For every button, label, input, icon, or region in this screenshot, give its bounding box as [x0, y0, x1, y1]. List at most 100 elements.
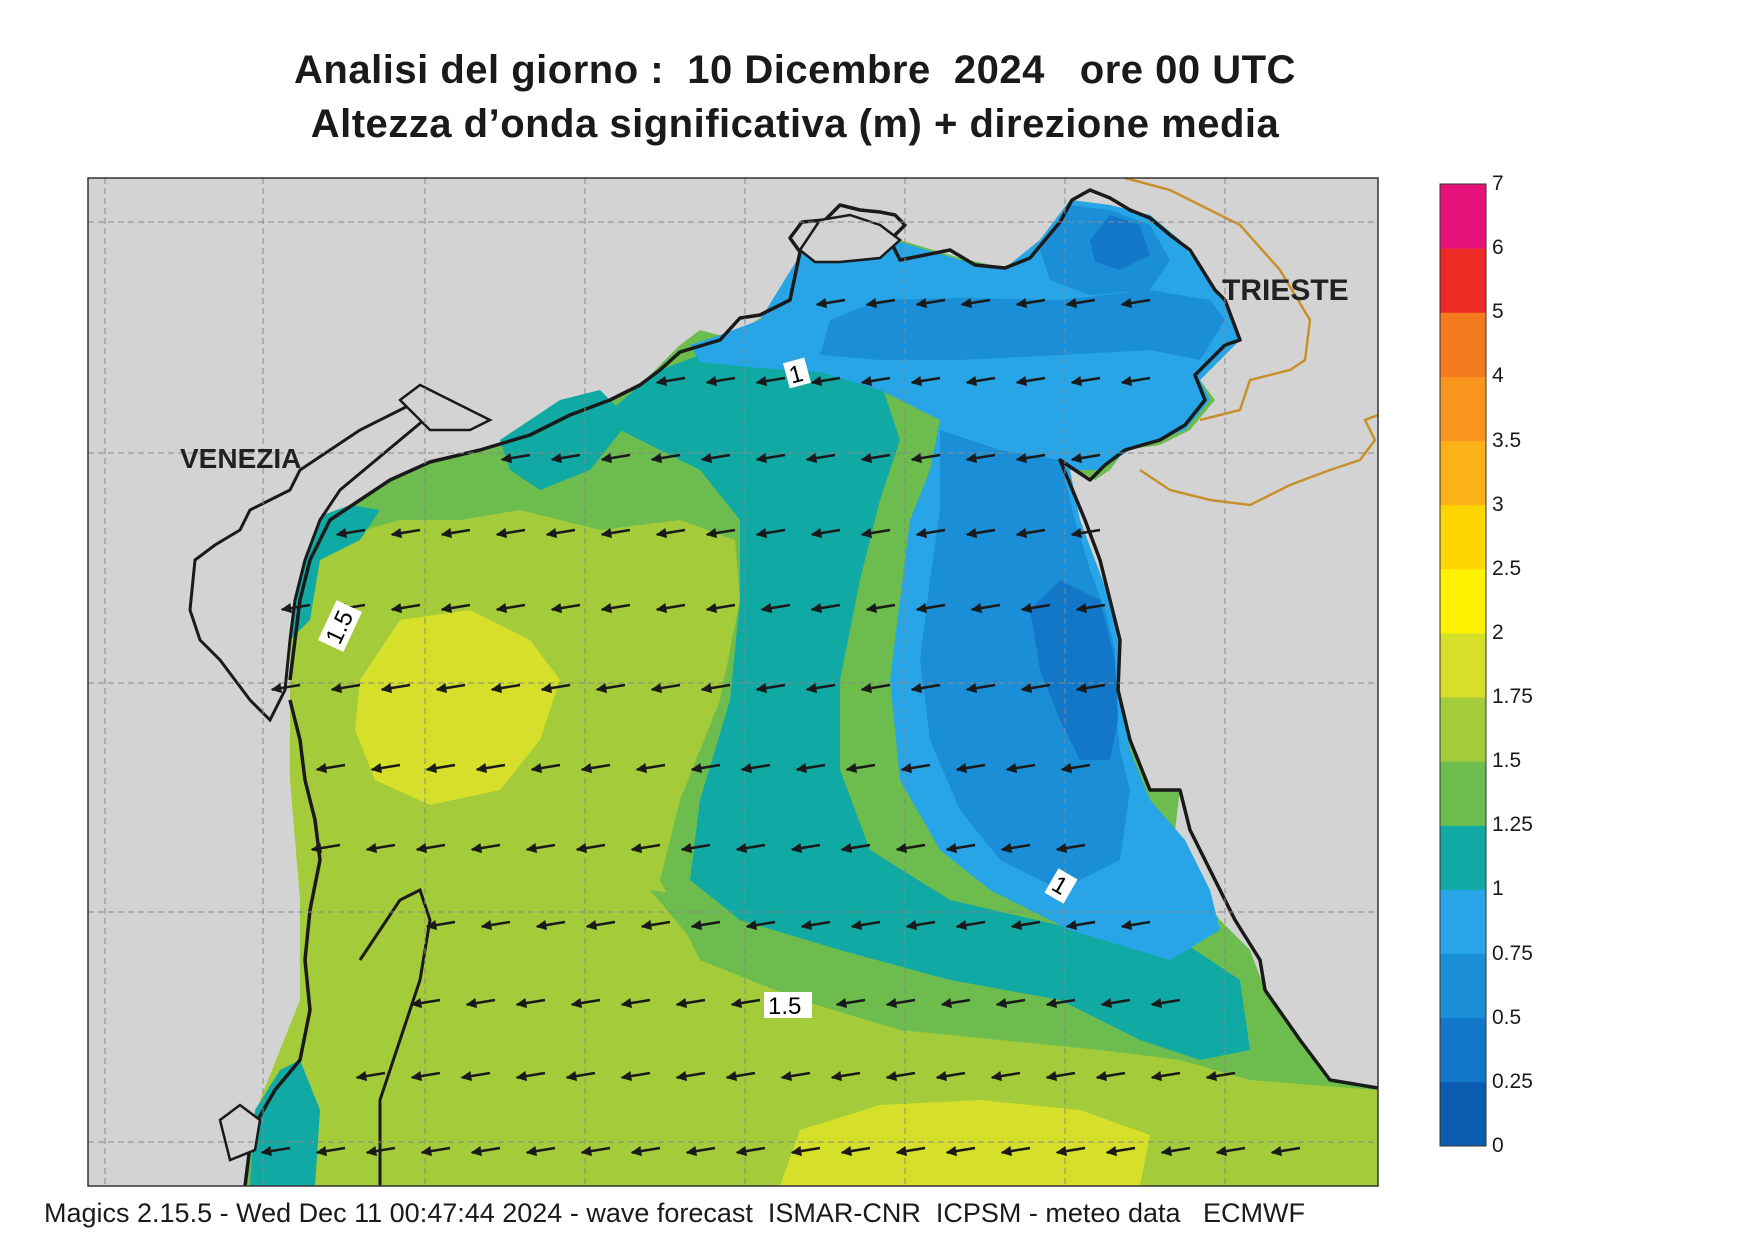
- colorbar-segment: [1440, 248, 1486, 313]
- wave-arrow-head: [680, 843, 693, 854]
- wave-arrow-head: [970, 603, 983, 614]
- wave-arrow-head: [885, 998, 898, 1009]
- wave-arrow-head: [1020, 603, 1033, 614]
- wave-arrow-head: [735, 843, 748, 854]
- wave-arrow-head: [965, 528, 978, 539]
- wave-arrow-head: [600, 603, 613, 614]
- wave-arrow-head: [790, 843, 803, 854]
- wave-arrow-head: [365, 1146, 378, 1157]
- wave-arrow-head: [550, 453, 563, 464]
- wave-arrow-head: [835, 998, 848, 1009]
- colorbar-tick-label: 1.5: [1492, 749, 1522, 773]
- colorbar-segment: [1440, 825, 1486, 890]
- colorbar-tick-label: 0.75: [1492, 941, 1533, 965]
- wave-arrow-head: [280, 603, 293, 614]
- wave-arrow-head: [1000, 843, 1013, 854]
- wave-arrow-head: [270, 683, 283, 694]
- wave-arrow-head: [655, 603, 668, 614]
- wave-arrow-head: [575, 843, 588, 854]
- wave-arrow-head: [810, 603, 823, 614]
- wave-arrow-head: [690, 763, 703, 774]
- wave-arrow-head: [620, 1071, 633, 1082]
- wave-arrow-head: [480, 920, 493, 931]
- wave-arrow-head: [535, 920, 548, 931]
- wave-arrow-head: [470, 1146, 483, 1157]
- wave-arrow-head: [410, 998, 423, 1009]
- wave-arrow-head: [580, 763, 593, 774]
- wave-arrow-head: [675, 1071, 688, 1082]
- wave-arrow-head: [620, 998, 633, 1009]
- map-frame: [87, 177, 1379, 1187]
- wave-arrow-head: [810, 528, 823, 539]
- colorbar-segment: [1440, 697, 1486, 762]
- wave-arrow-head: [990, 1071, 1003, 1082]
- wave-arrow-head: [1010, 920, 1023, 931]
- wave-arrow-head: [1055, 843, 1068, 854]
- wave-arrow-head: [1215, 1146, 1228, 1157]
- wave-arrow-head: [355, 1071, 368, 1082]
- wave-arrow-head: [840, 843, 853, 854]
- wave-arrow-head: [690, 920, 703, 931]
- wave-arrow-head: [425, 763, 438, 774]
- wave-arrow-head: [865, 603, 878, 614]
- wave-arrow-head: [845, 763, 858, 774]
- wave-arrow-head: [1070, 376, 1083, 387]
- wave-arrow-head: [1270, 1146, 1283, 1157]
- colorbar-segment: [1440, 440, 1486, 506]
- wave-arrow-head: [1150, 1071, 1163, 1082]
- colorbar-segment: [1440, 568, 1486, 634]
- wave-arrow-head: [760, 603, 773, 614]
- wave-arrow-head: [725, 1071, 738, 1082]
- colorbar-segment: [1440, 1017, 1486, 1083]
- wave-arrow-head: [500, 453, 513, 464]
- wave-arrow-head: [310, 843, 323, 854]
- colorbar-segment: [1440, 953, 1486, 1019]
- wave-arrow-head: [650, 453, 663, 464]
- wave-arrow-head: [1000, 1146, 1013, 1157]
- wave-arrow-head: [1075, 603, 1088, 614]
- colorbar-tick-label: 7: [1492, 172, 1504, 195]
- colorbar: [1439, 183, 1487, 1147]
- wave-arrow-head: [940, 998, 953, 1009]
- wave-arrow-head: [700, 453, 713, 464]
- wave-arrow-head: [1105, 1146, 1118, 1157]
- wave-arrow-head: [960, 298, 973, 309]
- wave-arrow-head: [675, 998, 688, 1009]
- wave-arrow-head: [260, 1146, 273, 1157]
- wave-arrow-head: [600, 453, 613, 464]
- colorbar-segment: [1440, 1081, 1486, 1147]
- colorbar-segment: [1440, 376, 1486, 442]
- colorbar-tick-label: 4: [1492, 364, 1504, 388]
- wave-arrow-head: [565, 1071, 578, 1082]
- wave-arrow-head: [1065, 298, 1078, 309]
- wave-arrow-head: [580, 1146, 593, 1157]
- wave-arrow-head: [390, 603, 403, 614]
- wave-arrow-head: [900, 763, 913, 774]
- wave-arrow-head: [815, 298, 828, 309]
- colorbar-segment: [1440, 504, 1486, 570]
- colorbar-segment: [1440, 761, 1486, 826]
- wave-arrow-head: [545, 528, 558, 539]
- wave-arrow-head: [655, 528, 668, 539]
- wave-arrow-head: [440, 528, 453, 539]
- place-label-venezia: VENEZIA: [180, 443, 301, 474]
- wave-arrow-head: [630, 1146, 643, 1157]
- wave-arrow-head: [1120, 920, 1133, 931]
- footer-credits: Magics 2.15.5 - Wed Dec 11 00:47:44 2024…: [44, 1198, 1305, 1228]
- wave-arrow-head: [460, 1071, 473, 1082]
- wave-arrow-head: [740, 763, 753, 774]
- colorbar-frame: [1439, 183, 1487, 1147]
- wave-arrow-head: [895, 843, 908, 854]
- colorbar-segment: [1440, 184, 1486, 249]
- wave-arrow-head: [640, 920, 653, 931]
- wave-arrow-head: [705, 376, 718, 387]
- wave-arrow-head: [1205, 1071, 1218, 1082]
- wave-arrow-head: [1060, 763, 1073, 774]
- wave-arrow-head: [525, 843, 538, 854]
- wave-arrow-head: [860, 453, 873, 464]
- wave-arrow-head: [1015, 453, 1028, 464]
- wave-arrow-head: [955, 763, 968, 774]
- wave-arrow-head: [335, 528, 348, 539]
- wave-arrow-head: [630, 843, 643, 854]
